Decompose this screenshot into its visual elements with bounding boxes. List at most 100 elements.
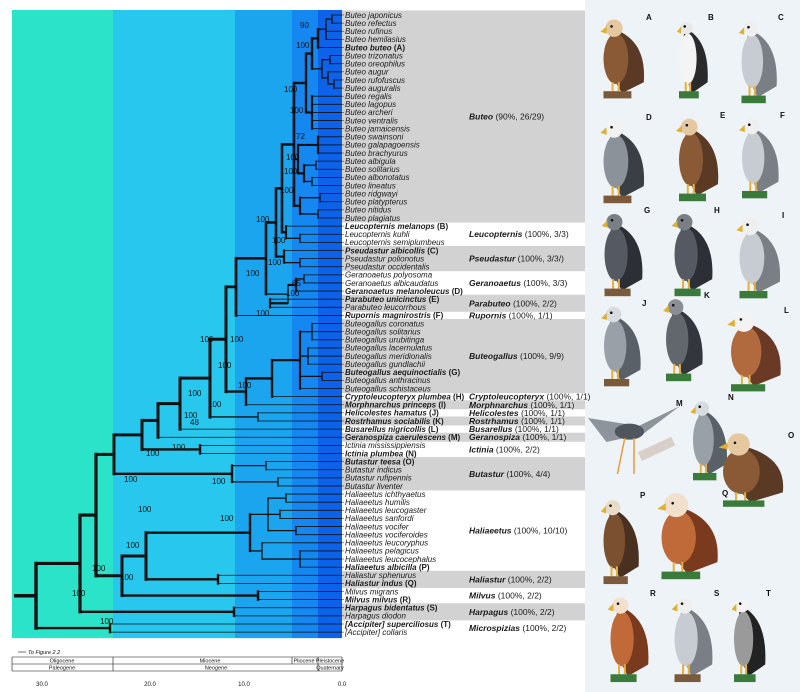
bird-illustrations: A B C D E F G H I J K L M N O P Q R S T xyxy=(588,13,794,683)
tip-name: Harpagus diodon xyxy=(345,612,406,621)
bird-body xyxy=(734,611,754,667)
clade-label: Buteogallus (100%, 9/9) xyxy=(469,351,564,361)
tip-label: Ictinia mississippiensis xyxy=(345,441,425,450)
bird-body xyxy=(723,449,760,494)
bird-label: L xyxy=(784,306,789,315)
tip-name: Haliaeetus vocifer xyxy=(345,522,409,531)
tip-label: Buteo augur xyxy=(345,68,389,77)
tip-label: Buteo galapagoensis xyxy=(345,141,420,150)
clade-label: Helicolestes (100%, 1/1) xyxy=(469,408,565,418)
bird-c-icon: C xyxy=(738,13,784,104)
tip-label: Buteogallus solitarius xyxy=(345,327,421,336)
bird-eye xyxy=(685,123,689,127)
tip-suffix: (K) xyxy=(430,417,444,426)
bird-leg xyxy=(616,369,619,379)
bird-head xyxy=(680,118,698,136)
bird-label: G xyxy=(644,206,650,215)
bird-beak xyxy=(607,603,614,612)
tip-name: Buteo japonicus xyxy=(345,11,402,20)
support-values: 9010010010072100100100100100100100100651… xyxy=(72,21,310,626)
support-value: 100 xyxy=(188,389,202,398)
clade-detail: (100%, 1/1) xyxy=(544,392,590,402)
tip-name: Buteo lineatus xyxy=(345,181,396,190)
support-value: 100 xyxy=(124,475,138,484)
clade-label: Microspizias (100%, 2/2) xyxy=(469,623,567,633)
clade-label: Haliaeetus (100%, 10/10) xyxy=(469,526,567,536)
bird-body xyxy=(679,33,697,84)
bird-leg xyxy=(681,562,684,572)
clade-label: Milvus (100%, 2/2) xyxy=(469,591,542,601)
tip-name: Leucopternis melanops xyxy=(345,222,435,231)
tip-suffix: (D) xyxy=(449,287,463,296)
clade-shading xyxy=(342,10,585,621)
tip-label: Buteo ventralis xyxy=(345,116,398,125)
clade-box xyxy=(342,570,585,588)
bird-head xyxy=(676,213,693,231)
bird-label: O xyxy=(788,431,794,440)
clade-genus: Milvus xyxy=(469,591,496,601)
support-value: 100 xyxy=(146,449,160,458)
bird-leg xyxy=(610,566,613,577)
tip-name: Butastur indicus xyxy=(345,466,402,475)
tick-label: 0.0 xyxy=(338,682,347,688)
tip-name: Buteo albigula xyxy=(345,157,396,166)
bird-t-icon: T xyxy=(731,589,771,683)
tip-label: Buteogallus aequinoctialis (G) xyxy=(345,368,460,377)
bird-beak xyxy=(736,224,743,233)
clade-label: Ictinia (100%, 2/2) xyxy=(469,444,540,454)
clade-label: Haliastur (100%, 2/2) xyxy=(469,574,552,584)
tip-name: Haliaeetus sanfordi xyxy=(345,514,414,523)
clade-detail: (100%, 2/2) xyxy=(505,574,551,584)
tip-label: Buteogallus gundlachii xyxy=(345,360,425,369)
bird-j-icon: J xyxy=(601,299,646,387)
clade-genus: Parabuteo xyxy=(469,298,511,308)
bird-eye xyxy=(610,125,613,129)
tip-suffix: (M) xyxy=(446,433,461,442)
support-value: 100 xyxy=(280,186,294,195)
tip-label: Ictinia plumbea (N) xyxy=(345,449,417,458)
tip-label: Harpagus bidentatus (S) xyxy=(345,604,438,613)
tip-label: Buteogallus urubitinga xyxy=(345,336,425,345)
clade-detail: (100%, 1/1) xyxy=(528,400,574,410)
tip-label: Butastur teesa (O) xyxy=(345,457,415,466)
bird-head xyxy=(735,598,749,613)
bird-label: P xyxy=(640,491,646,500)
bird-leg xyxy=(704,463,707,473)
tip-label: Buteo platypterus xyxy=(345,198,407,207)
bird-leg xyxy=(687,664,690,675)
bird-leg xyxy=(611,369,614,379)
bird-eye xyxy=(747,123,751,127)
tip-name: Haliastur sphenurus xyxy=(345,571,416,580)
tip-name: Buteo plagiatus xyxy=(345,214,400,223)
tip-label: Haliaeetus sanfordi xyxy=(345,514,414,523)
tip-name: Geranoaetus polyosoma xyxy=(345,271,433,280)
tip-label: Butastur indicus xyxy=(345,466,402,475)
tip-name: Buteogallus aequinoctialis xyxy=(345,368,447,377)
bird-leg xyxy=(611,82,614,92)
bird-body xyxy=(603,33,629,84)
support-value: 100 xyxy=(92,564,106,573)
clade-label: Buteo (90%, 26/29) xyxy=(469,112,544,122)
support-value: 65 xyxy=(292,279,301,288)
tip-label: Buteo solitarius xyxy=(345,165,400,174)
tip-suffix: (Q) xyxy=(403,579,417,588)
tip-suffix: (P) xyxy=(417,563,430,572)
clade-genus: Rupornis xyxy=(469,310,507,320)
support-value: 100 xyxy=(284,167,298,176)
bird-label: E xyxy=(720,111,726,120)
tip-label: Buteo refectus xyxy=(345,19,397,28)
tip-name: Haliaeetus vociferoides xyxy=(345,530,428,539)
clade-label: Harpagus (100%, 2/2) xyxy=(469,607,555,617)
bird-label: Q xyxy=(722,489,728,498)
tip-name: Buteogallus schistaceus xyxy=(345,384,431,393)
bird-body xyxy=(604,320,627,372)
tip-name: Pseudastur polionotus xyxy=(345,254,424,263)
bird-beak xyxy=(739,124,745,133)
period-label: Quaternary xyxy=(316,666,344,672)
clade-detail: (100%, 2/2) xyxy=(494,444,540,454)
bird-head xyxy=(606,213,623,231)
bird-leg xyxy=(684,82,687,92)
support-value: 100 xyxy=(286,289,300,298)
support-value: 100 xyxy=(284,85,298,94)
clade-label: Pseudastur (100%, 3/3/) xyxy=(469,254,564,264)
